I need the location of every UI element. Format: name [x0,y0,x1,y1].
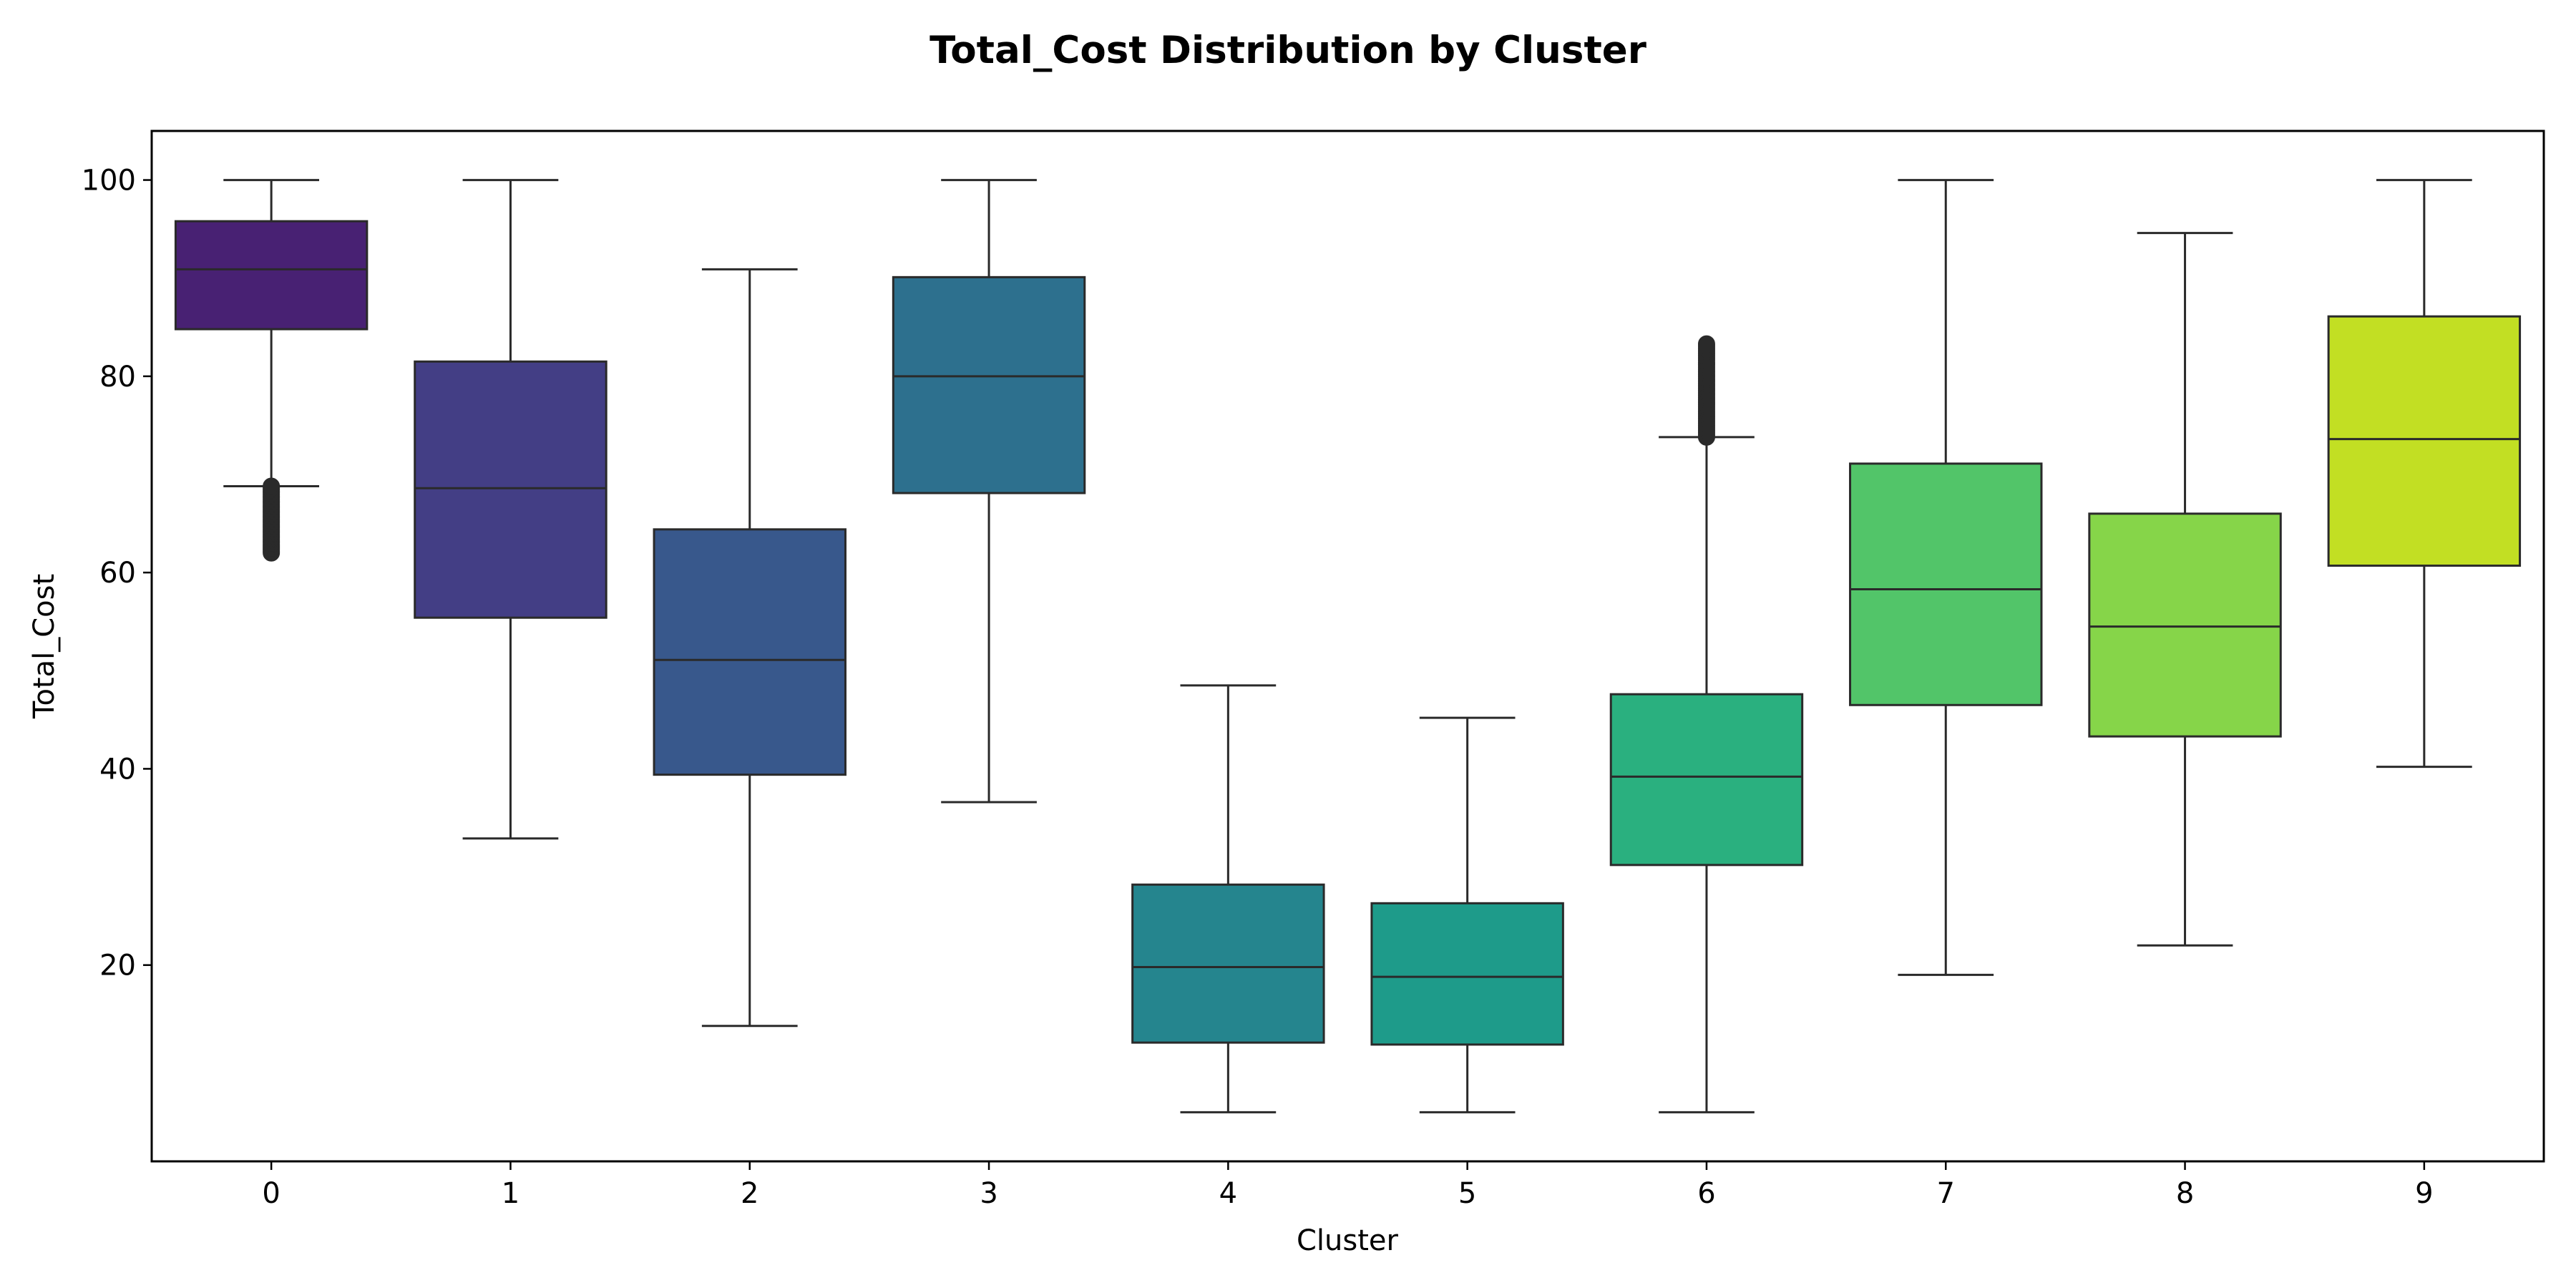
x-tick-label: 5 [1458,1177,1476,1210]
outlier-point [1697,335,1715,353]
box-cluster-8 [2088,232,2282,947]
box-cluster-4 [1131,684,1325,1113]
iqr-box [2088,512,2282,738]
iqr-box [174,220,369,331]
box-cluster-5 [1370,716,1564,1113]
iqr-box [1849,462,2043,706]
x-axis-label: Cluster [1297,1224,1399,1257]
iqr-box [1131,883,1325,1044]
x-tick-label: 4 [1219,1177,1237,1210]
x-tick-label: 7 [1937,1177,1955,1210]
box-cluster-3 [892,179,1086,804]
y-tick-label: 20 [99,950,136,982]
iqr-box [1609,693,1804,867]
iqr-box [892,275,1086,494]
iqr-box [1370,902,1564,1046]
y-axis-label: Total_Cost [28,574,61,719]
y-tick-label: 80 [99,361,136,394]
x-tick-label: 3 [980,1177,997,1210]
box-cluster-1 [414,179,608,840]
x-tick-label: 6 [1697,1177,1715,1210]
x-tick-label: 0 [262,1177,280,1210]
x-tick-label: 9 [2415,1177,2433,1210]
plot-boxes [174,179,2522,1113]
x-tick-label: 8 [2176,1177,2194,1210]
iqr-box [2327,315,2522,567]
iqr-box [414,360,608,619]
box-cluster-6 [1609,335,1804,1113]
box-cluster-7 [1849,179,2043,976]
y-tick-label: 100 [82,165,136,197]
chart-title: Total_Cost Distribution by Cluster [930,29,1646,72]
box-cluster-2 [653,268,847,1028]
y-axis: 20 40 60 80 100 [82,165,152,982]
x-tick-label: 1 [502,1177,519,1210]
plot-frame [150,130,2545,1163]
x-tick-label: 2 [741,1177,758,1210]
y-tick-label: 60 [99,557,136,590]
x-axis: 0 1 2 3 4 5 6 7 8 9 [262,1161,2434,1210]
iqr-box [653,528,847,776]
box-cluster-0 [174,179,369,562]
outlier-point [263,477,280,495]
box-cluster-9 [2327,179,2522,769]
y-tick-label: 40 [99,753,136,786]
